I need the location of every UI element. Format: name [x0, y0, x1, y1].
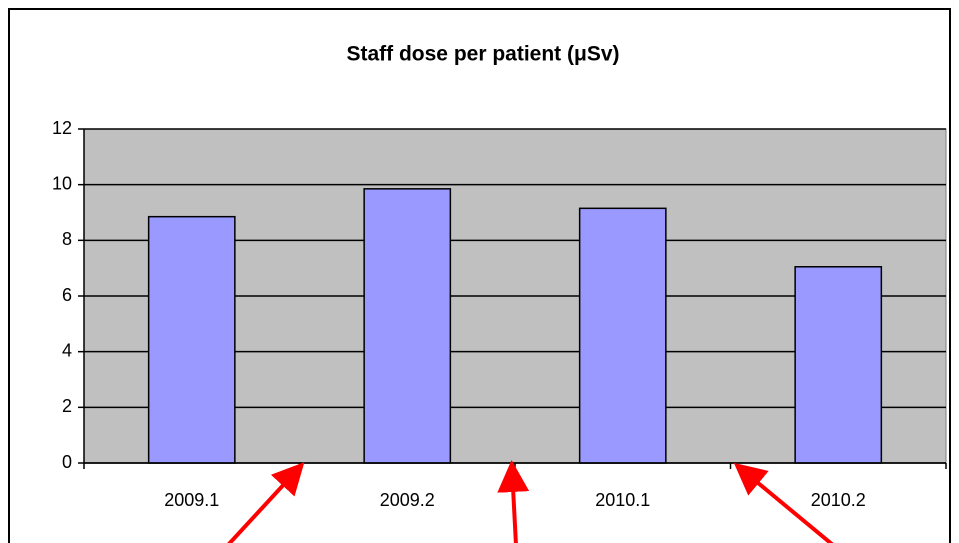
x-tick-label: 2010.1 [595, 490, 650, 510]
x-tick-label: 2009.2 [380, 490, 435, 510]
y-tick-label: 8 [62, 229, 72, 249]
annotation-arrows [227, 460, 834, 543]
bar [363, 188, 452, 464]
bar [578, 207, 667, 464]
arrow [227, 462, 305, 543]
arrow [733, 462, 834, 543]
y-tick-label: 12 [52, 118, 72, 138]
chart-layer: 0 2 4 6 8 10 12 2009.1 2009.2 2010.1 2010.2 [52, 118, 947, 510]
bar [794, 266, 883, 464]
y-tick-label: 10 [52, 173, 72, 193]
x-tick-label: 2009.1 [164, 490, 219, 510]
y-tick-label: 0 [62, 452, 72, 472]
y-tick-label: 2 [62, 396, 72, 416]
x-tick-label: 2010.2 [811, 490, 866, 510]
bar [147, 215, 236, 464]
y-tick-label: 6 [62, 285, 72, 305]
arrow [497, 460, 530, 543]
chart-title: Staff dose per patient (μSv) [346, 43, 619, 66]
y-tick-label: 4 [62, 340, 72, 360]
